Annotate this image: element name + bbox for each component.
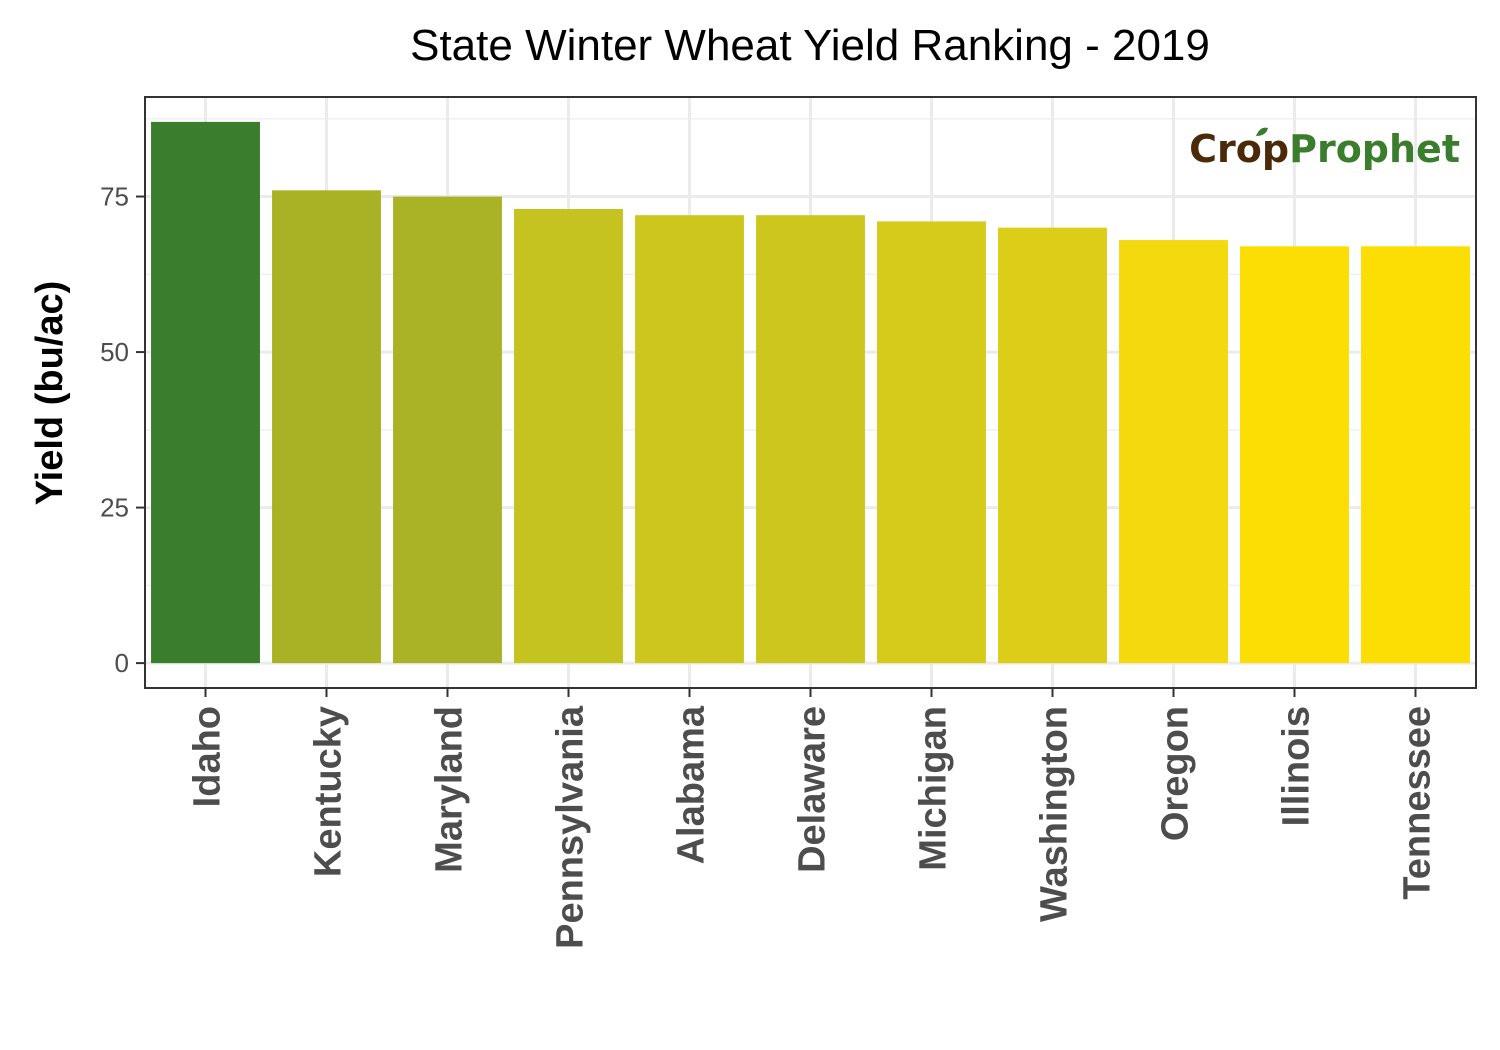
x-tick-label: Pennsylvania (550, 705, 592, 949)
bar-illinois (1240, 246, 1349, 664)
cropprophet-logo: CropProphet (1189, 127, 1460, 171)
x-tick-label: Tennessee (1397, 706, 1439, 900)
bar-michigan (877, 221, 986, 664)
y-tick-label: 75 (100, 182, 129, 212)
x-tick-label: Alabama (671, 705, 713, 864)
x-axis: Idaho Kentucky Maryland Pennsylvania Alabama… (187, 688, 1439, 949)
logo-wordmark: CropProphet (1189, 127, 1460, 171)
x-tick-label: Illinois (1276, 706, 1318, 826)
y-tick-label: 0 (115, 648, 129, 678)
bar-washington (998, 227, 1107, 664)
bar-kentucky (272, 190, 381, 664)
logo-text-prophet: Prophet (1289, 127, 1460, 171)
x-tick-label: Delaware (792, 706, 834, 873)
bar-pennsylvania (514, 208, 623, 664)
logo-text-cr: Cr (1189, 127, 1236, 171)
bars (151, 121, 1470, 664)
x-tick-label: Washington (1034, 706, 1076, 922)
bar-oregon (1119, 240, 1228, 664)
x-tick-label: Oregon (1155, 706, 1197, 841)
bar-idaho (151, 121, 260, 664)
x-tick-label: Kentucky (308, 706, 350, 877)
y-axis: 0 25 50 75 (100, 182, 145, 678)
bar-tennessee (1361, 246, 1470, 664)
logo-sprout-icon (1256, 127, 1268, 136)
x-tick-label: Idaho (187, 706, 229, 807)
bar-delaware (756, 215, 865, 664)
y-tick-label: 50 (100, 337, 129, 367)
chart-title: State Winter Wheat Yield Ranking - 2019 (410, 21, 1210, 70)
y-axis-label: Yield (bu/ac) (29, 281, 71, 506)
logo-text-p: p (1262, 127, 1289, 171)
bar-alabama (635, 215, 744, 664)
y-tick-label: 25 (100, 493, 129, 523)
x-tick-label: Maryland (429, 706, 471, 873)
x-tick-label: Michigan (913, 706, 955, 871)
bar-maryland (393, 196, 502, 664)
